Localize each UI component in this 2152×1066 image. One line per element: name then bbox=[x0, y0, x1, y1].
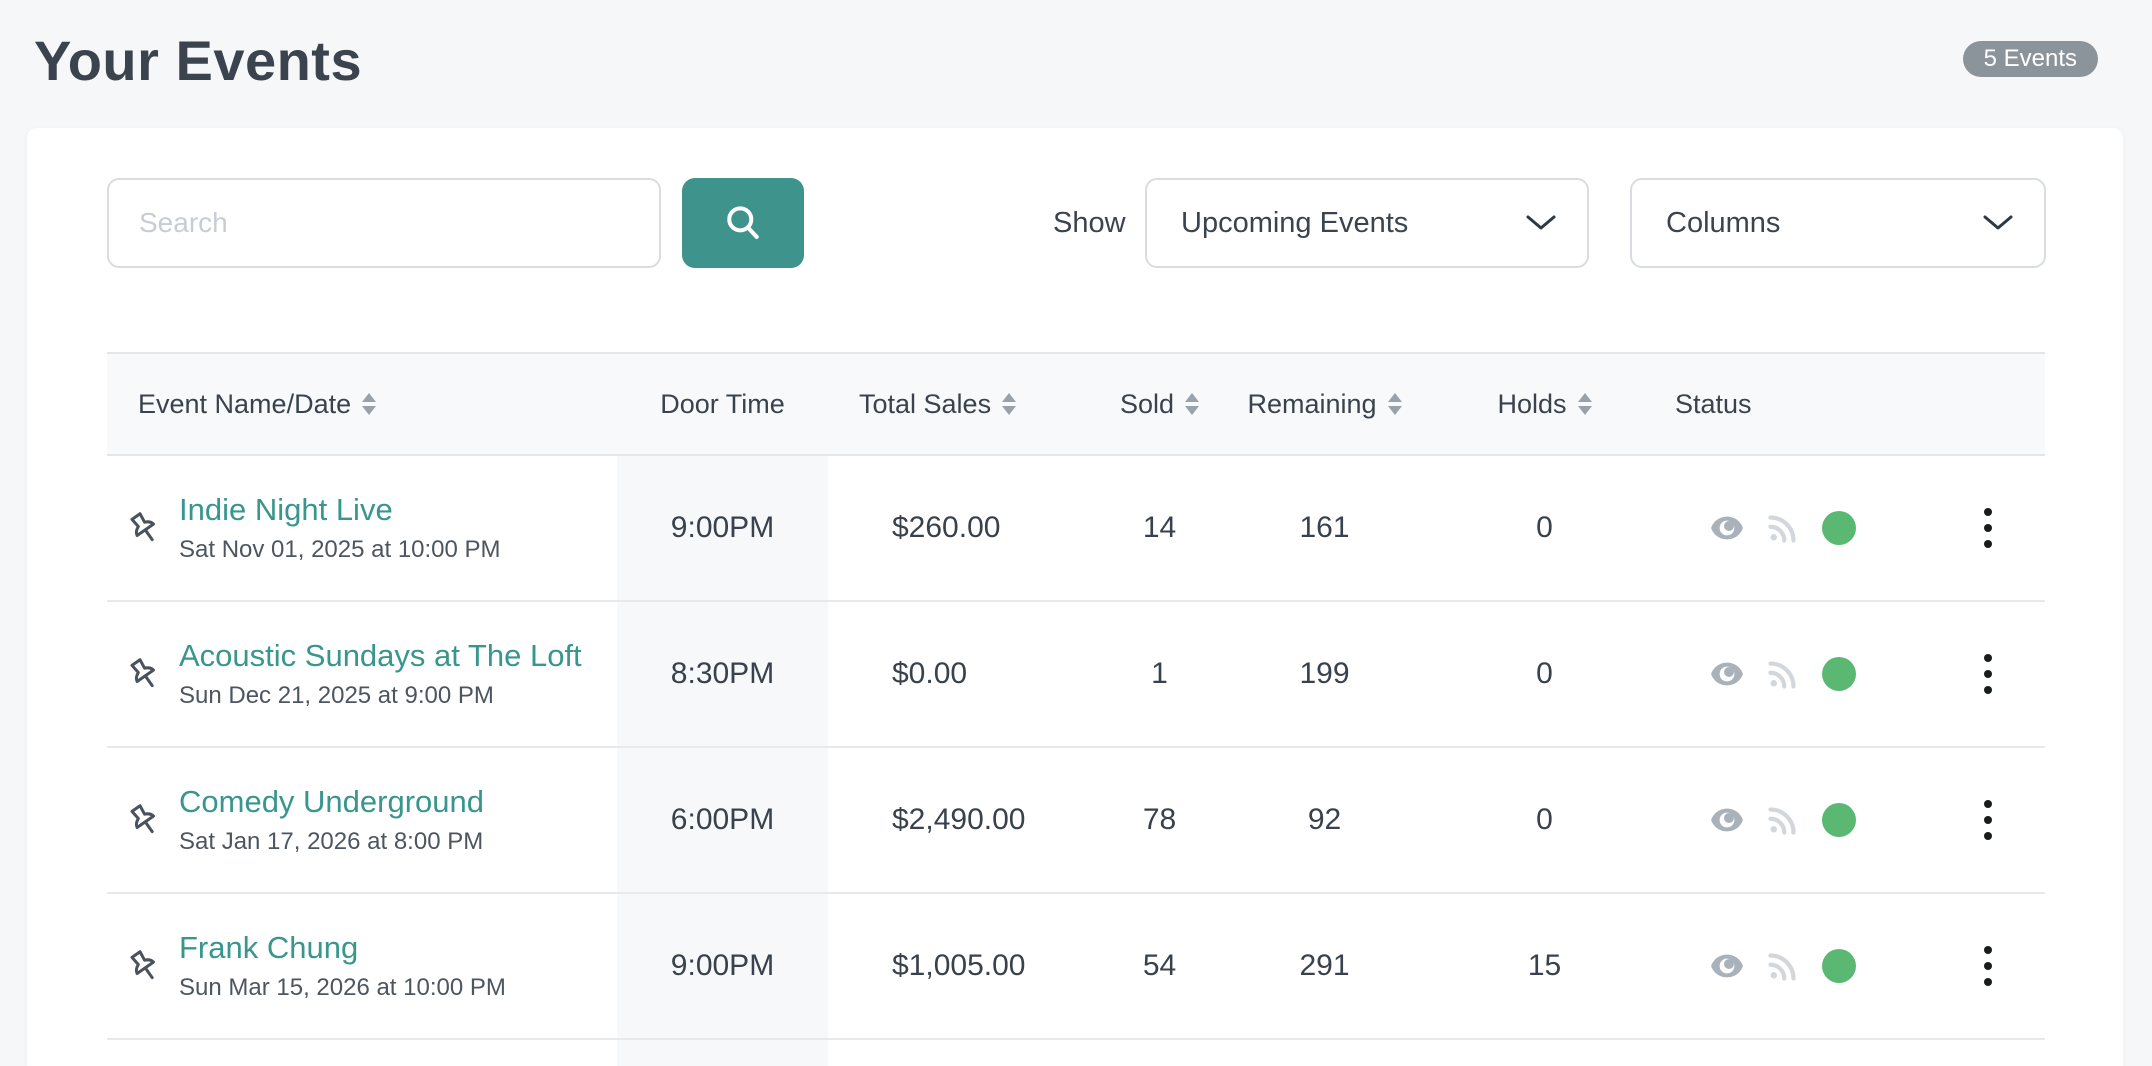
event-date: Sun Mar 15, 2026 at 10:00 PM bbox=[179, 973, 506, 1001]
search-button[interactable] bbox=[682, 178, 804, 268]
columns-dropdown-label: Columns bbox=[1666, 206, 1781, 239]
rss-icon bbox=[1768, 513, 1798, 543]
table-row: Comedy Underground Sat Jan 17, 2026 at 8… bbox=[107, 748, 2045, 894]
visibility-eye-icon[interactable] bbox=[1710, 515, 1744, 541]
event-date: Sun Dec 21, 2025 at 9:00 PM bbox=[179, 681, 494, 709]
table-header-row: Event Name/Date Door Time Total Sales So… bbox=[107, 352, 2045, 456]
live-status-dot bbox=[1822, 657, 1856, 691]
sort-icon bbox=[1387, 393, 1402, 415]
kebab-menu-icon[interactable] bbox=[1978, 794, 1998, 846]
event-date: Sat Jan 17, 2026 at 8:00 PM bbox=[179, 827, 484, 855]
holds-cell: 0 bbox=[1536, 803, 1553, 836]
event-name-link[interactable]: Acoustic Sundays at The Loft bbox=[179, 638, 582, 674]
search-icon bbox=[721, 201, 765, 245]
kebab-menu-icon[interactable] bbox=[1978, 502, 1998, 554]
pin-icon[interactable] bbox=[122, 652, 166, 696]
show-filter-label: Show bbox=[1053, 206, 1126, 239]
pin-icon[interactable] bbox=[122, 944, 166, 988]
event-date: Sat Nov 01, 2025 at 10:00 PM bbox=[179, 535, 501, 563]
rss-icon bbox=[1768, 805, 1798, 835]
event-name-link[interactable]: Frank Chung bbox=[179, 930, 359, 966]
total-sales-cell: $1,005.00 bbox=[892, 949, 1026, 982]
pin-icon[interactable] bbox=[122, 798, 166, 842]
table-row: Acoustic Sundays at The Loft Sun Dec 21,… bbox=[107, 602, 2045, 748]
table-row-partial bbox=[107, 1040, 2045, 1064]
live-status-dot bbox=[1822, 511, 1856, 545]
live-status-dot bbox=[1822, 803, 1856, 837]
sort-icon bbox=[1577, 393, 1592, 415]
events-table: Event Name/Date Door Time Total Sales So… bbox=[107, 352, 2045, 1066]
events-card: Show Upcoming Events Columns Event bbox=[27, 128, 2123, 1066]
visibility-eye-icon[interactable] bbox=[1710, 953, 1744, 979]
show-filter-dropdown[interactable]: Upcoming Events bbox=[1145, 178, 1589, 268]
pin-icon[interactable] bbox=[122, 506, 166, 550]
header-remaining[interactable]: Remaining bbox=[1212, 389, 1437, 420]
kebab-menu-icon[interactable] bbox=[1978, 648, 1998, 700]
table-row: Indie Night Live Sat Nov 01, 2025 at 10:… bbox=[107, 456, 2045, 602]
table-row: Frank Chung Sun Mar 15, 2026 at 10:00 PM… bbox=[107, 894, 2045, 1040]
sold-cell: 54 bbox=[1142, 949, 1177, 982]
rss-icon bbox=[1768, 951, 1798, 981]
holds-cell: 0 bbox=[1536, 657, 1553, 690]
sort-icon bbox=[1002, 393, 1017, 415]
page-title: Your Events bbox=[34, 29, 363, 92]
total-sales-cell: $260.00 bbox=[892, 511, 1001, 544]
header-status: Status bbox=[1675, 388, 1752, 419]
event-name-link[interactable]: Indie Night Live bbox=[179, 492, 393, 528]
total-sales-cell: $0.00 bbox=[892, 657, 968, 690]
remaining-cell: 291 bbox=[1299, 949, 1350, 982]
chevron-down-icon bbox=[1525, 214, 1557, 232]
holds-cell: 0 bbox=[1536, 511, 1553, 544]
door-time-cell: 8:30PM bbox=[670, 657, 775, 690]
header-event-name-date[interactable]: Event Name/Date bbox=[107, 389, 617, 420]
header-holds[interactable]: Holds bbox=[1437, 389, 1652, 420]
live-status-dot bbox=[1822, 949, 1856, 983]
sort-icon bbox=[362, 393, 377, 415]
event-name-link[interactable]: Comedy Underground bbox=[179, 784, 485, 820]
kebab-menu-icon[interactable] bbox=[1978, 940, 1998, 992]
remaining-cell: 161 bbox=[1299, 511, 1350, 544]
events-count-badge: 5 Events bbox=[1962, 41, 2098, 77]
show-filter-value: Upcoming Events bbox=[1181, 206, 1409, 239]
door-time-cell: 9:00PM bbox=[670, 949, 775, 982]
remaining-cell: 199 bbox=[1299, 657, 1350, 690]
rss-icon bbox=[1768, 659, 1798, 689]
header-door-time: Door Time bbox=[660, 388, 785, 419]
columns-dropdown[interactable]: Columns bbox=[1630, 178, 2046, 268]
visibility-eye-icon[interactable] bbox=[1710, 807, 1744, 833]
door-time-cell: 9:00PM bbox=[670, 511, 775, 544]
sold-cell: 78 bbox=[1142, 803, 1177, 836]
sort-icon bbox=[1185, 393, 1200, 415]
header-sold[interactable]: Sold bbox=[1107, 389, 1212, 420]
header-total-sales[interactable]: Total Sales bbox=[828, 389, 1107, 420]
remaining-cell: 92 bbox=[1307, 803, 1342, 836]
door-time-column-shade bbox=[617, 456, 828, 1066]
sold-cell: 14 bbox=[1142, 511, 1177, 544]
total-sales-cell: $2,490.00 bbox=[892, 803, 1026, 836]
chevron-down-icon bbox=[1982, 214, 2014, 232]
visibility-eye-icon[interactable] bbox=[1710, 661, 1744, 687]
holds-cell: 15 bbox=[1527, 949, 1562, 982]
search-input[interactable] bbox=[107, 178, 661, 268]
sold-cell: 1 bbox=[1151, 657, 1168, 690]
door-time-cell: 6:00PM bbox=[670, 803, 775, 836]
